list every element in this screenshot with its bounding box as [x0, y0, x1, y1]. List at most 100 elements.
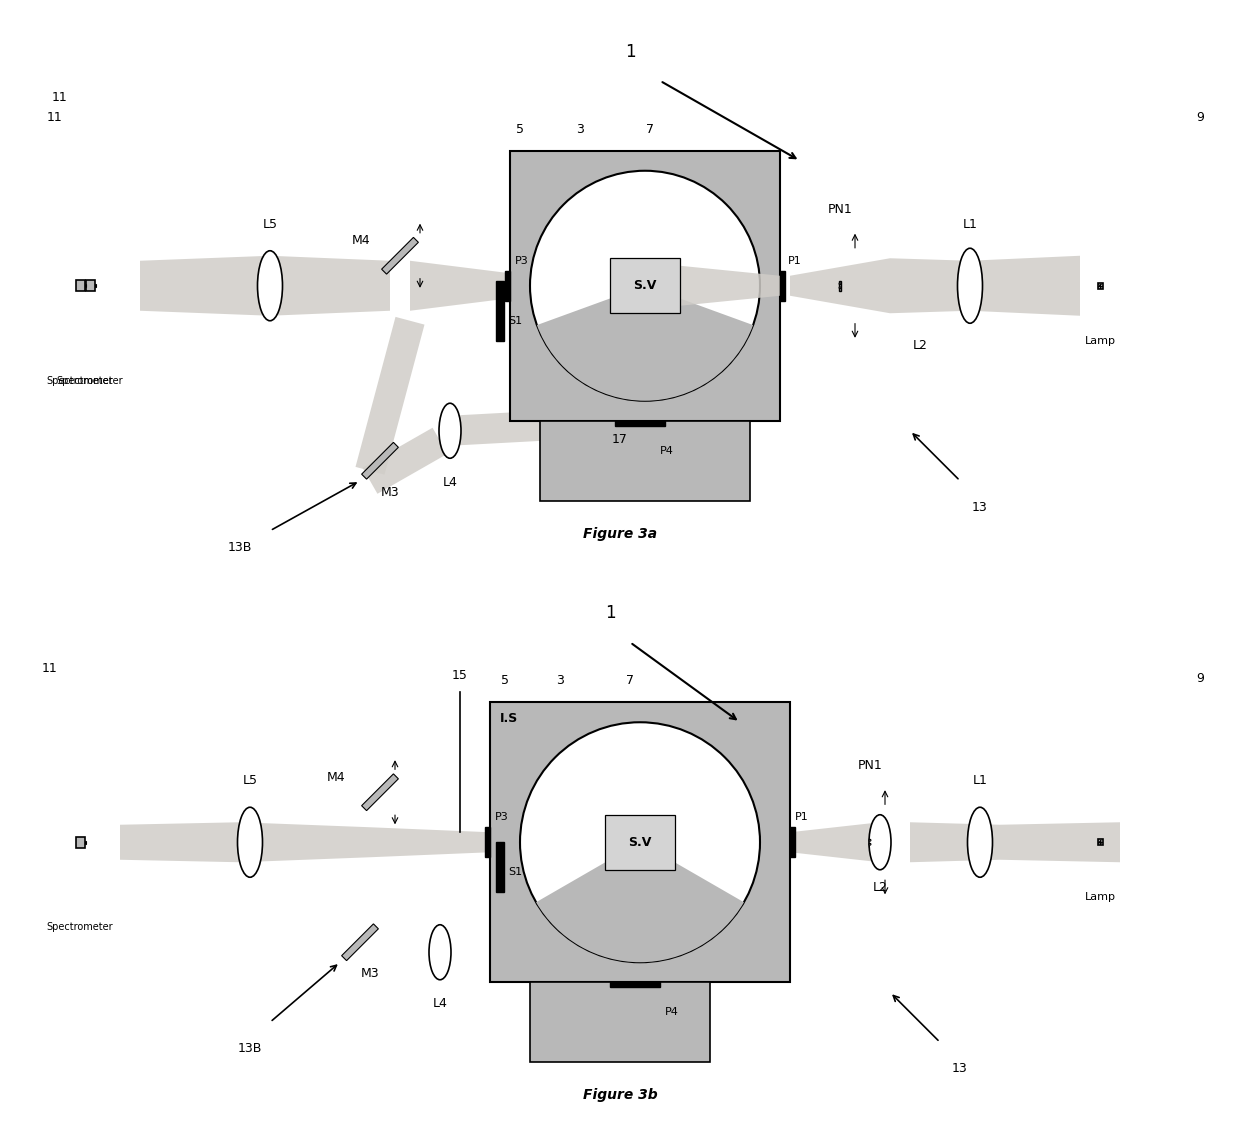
Text: 9: 9 — [1197, 673, 1204, 685]
Polygon shape — [680, 266, 780, 305]
Text: L5: L5 — [263, 218, 278, 230]
Text: M4: M4 — [326, 770, 345, 784]
Circle shape — [869, 843, 870, 846]
Circle shape — [869, 839, 870, 841]
Text: 5: 5 — [516, 122, 525, 136]
Text: P1: P1 — [795, 812, 808, 822]
Text: 13B: 13B — [238, 1042, 262, 1056]
Text: M3: M3 — [381, 486, 399, 499]
Bar — [86, 281, 94, 291]
Bar — [605, 815, 675, 869]
Ellipse shape — [967, 807, 992, 877]
Text: I.S: I.S — [500, 712, 518, 725]
Text: S1: S1 — [508, 867, 522, 877]
Text: L2: L2 — [873, 880, 888, 894]
Polygon shape — [370, 828, 490, 857]
Bar — [76, 281, 84, 291]
Polygon shape — [120, 822, 241, 862]
Text: 11: 11 — [52, 91, 68, 103]
Bar — [510, 150, 780, 421]
Bar — [869, 838, 870, 847]
Polygon shape — [449, 405, 636, 446]
Text: L4: L4 — [443, 476, 458, 489]
Ellipse shape — [957, 248, 982, 323]
Text: P3: P3 — [515, 256, 528, 266]
Text: Spectrometer: Spectrometer — [47, 376, 113, 385]
Text: Figure 3b: Figure 3b — [583, 1088, 657, 1103]
Text: Figure 3a: Figure 3a — [583, 527, 657, 541]
Text: 1: 1 — [625, 43, 635, 61]
Wedge shape — [537, 285, 753, 401]
Text: P3: P3 — [495, 812, 508, 822]
Text: 13: 13 — [952, 1062, 968, 1075]
Bar — [84, 841, 87, 843]
Bar — [84, 284, 87, 287]
Bar — [539, 421, 750, 501]
Text: 7: 7 — [646, 122, 653, 136]
Text: 11: 11 — [42, 663, 58, 675]
Polygon shape — [140, 256, 270, 316]
Text: Spectrometer: Spectrometer — [47, 922, 113, 932]
Ellipse shape — [238, 807, 263, 877]
Bar — [790, 828, 795, 857]
Text: L5: L5 — [243, 774, 258, 787]
Text: P4: P4 — [660, 446, 673, 456]
Text: 17: 17 — [613, 432, 627, 446]
Circle shape — [839, 286, 841, 289]
Text: L1: L1 — [972, 774, 987, 787]
Circle shape — [839, 283, 841, 284]
Ellipse shape — [869, 815, 892, 869]
Text: Lamp: Lamp — [1085, 336, 1116, 346]
Text: S.V: S.V — [629, 836, 652, 849]
Ellipse shape — [439, 403, 461, 458]
Polygon shape — [910, 822, 999, 862]
Bar — [839, 281, 841, 291]
Text: 13B: 13B — [228, 541, 252, 554]
Polygon shape — [341, 924, 378, 960]
Bar — [610, 983, 660, 987]
Bar — [496, 842, 503, 893]
Text: L2: L2 — [913, 339, 928, 353]
Polygon shape — [241, 822, 370, 862]
Bar — [610, 258, 680, 313]
Polygon shape — [790, 822, 880, 862]
Text: 7: 7 — [626, 674, 634, 687]
Bar — [94, 284, 97, 287]
Polygon shape — [356, 317, 424, 475]
Circle shape — [520, 722, 760, 962]
Polygon shape — [410, 261, 510, 311]
Text: PN1: PN1 — [858, 759, 883, 773]
Ellipse shape — [429, 924, 451, 979]
Text: 3: 3 — [556, 674, 564, 687]
Text: P4: P4 — [665, 1007, 678, 1017]
Text: PN1: PN1 — [827, 203, 852, 216]
Bar — [490, 702, 790, 983]
Polygon shape — [362, 428, 448, 494]
Wedge shape — [536, 842, 744, 962]
Polygon shape — [362, 442, 398, 480]
Bar — [505, 271, 510, 301]
Polygon shape — [890, 258, 970, 313]
Polygon shape — [790, 258, 890, 313]
Ellipse shape — [258, 250, 283, 321]
Text: S.V: S.V — [634, 280, 657, 292]
Text: 9: 9 — [1197, 111, 1204, 124]
Text: M4: M4 — [351, 235, 370, 247]
Bar — [76, 837, 84, 848]
Text: Lamp: Lamp — [1085, 893, 1116, 902]
Text: 13: 13 — [972, 501, 988, 513]
Polygon shape — [382, 237, 418, 274]
Bar — [485, 828, 490, 857]
Text: S1: S1 — [508, 316, 522, 326]
Polygon shape — [270, 256, 391, 316]
Text: M3: M3 — [361, 967, 379, 980]
Bar — [529, 983, 711, 1062]
Text: 15: 15 — [453, 669, 467, 683]
Circle shape — [529, 171, 760, 401]
Text: 3: 3 — [577, 122, 584, 136]
Polygon shape — [970, 256, 1080, 316]
Text: P1: P1 — [787, 256, 802, 266]
Text: L1: L1 — [962, 218, 977, 230]
Bar — [1097, 839, 1102, 846]
Bar — [615, 421, 665, 426]
